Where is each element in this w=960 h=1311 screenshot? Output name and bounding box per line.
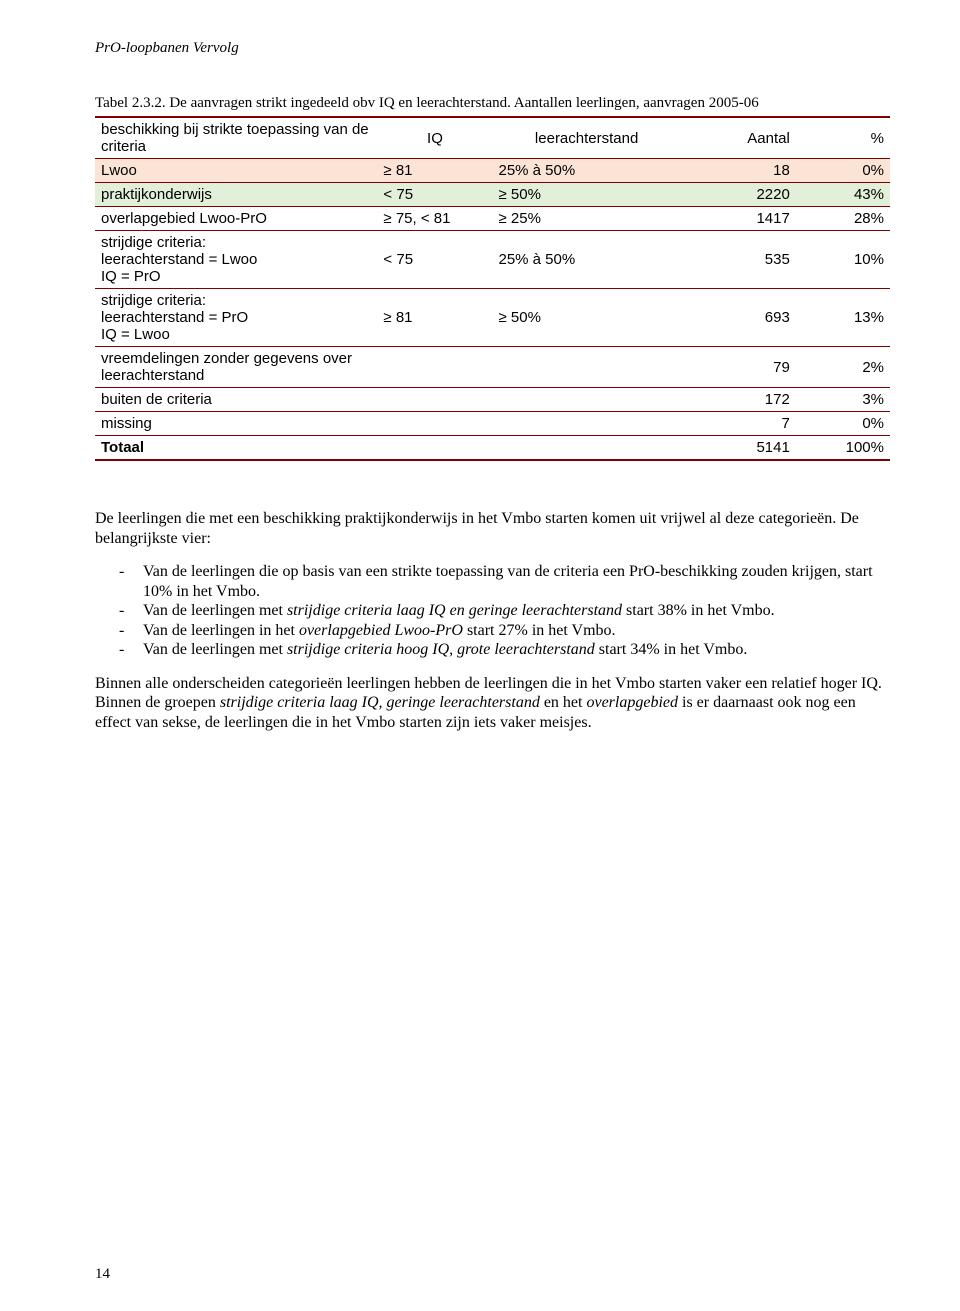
cell: 100%	[796, 436, 890, 461]
bullet-list: Van de leerlingen die op basis van een s…	[95, 562, 890, 660]
cell: 79	[681, 347, 796, 388]
text: Van de leerlingen met	[143, 641, 287, 658]
page: PrO-loopbanen Vervolg Tabel 2.3.2. De aa…	[0, 0, 960, 1311]
cell: < 75	[377, 183, 492, 207]
table-row-totaal: Totaal 5141 100%	[95, 436, 890, 461]
para-lead: De leerlingen die met een beschikking pr…	[95, 509, 890, 548]
data-table: beschikking bij strikte toepassing van d…	[95, 116, 890, 461]
list-item: Van de leerlingen in het overlapgebied L…	[143, 621, 890, 641]
list-item: Van de leerlingen die op basis van een s…	[143, 562, 890, 601]
italic: overlapgebied Lwoo-PrO	[299, 622, 463, 639]
cell: 0%	[796, 159, 890, 183]
cell	[492, 347, 680, 388]
cell: 25% à 50%	[492, 231, 680, 289]
text: start 38% in het Vmbo.	[622, 602, 775, 619]
running-head: PrO-loopbanen Vervolg	[95, 40, 890, 57]
cell: 7	[681, 412, 796, 436]
italic: strijdige criteria laag IQ en geringe le…	[287, 602, 622, 619]
cell: ≥ 25%	[492, 207, 680, 231]
th-leerachterstand: leerachterstand	[492, 117, 680, 159]
cell: praktijkonderwijs	[95, 183, 377, 207]
cell: strijdige criteria: leerachterstand = Lw…	[95, 231, 377, 289]
cell: 2220	[681, 183, 796, 207]
cell: strijdige criteria: leerachterstand = Pr…	[95, 289, 377, 347]
cell: ≥ 75, < 81	[377, 207, 492, 231]
cell: 535	[681, 231, 796, 289]
cell: 172	[681, 388, 796, 412]
italic: overlapgebied	[586, 694, 678, 711]
cell: ≥ 81	[377, 289, 492, 347]
text: start 27% in het Vmbo.	[463, 622, 616, 639]
cell: 13%	[796, 289, 890, 347]
th-aantal: Aantal	[681, 117, 796, 159]
cell: 10%	[796, 231, 890, 289]
page-number: 14	[95, 1266, 110, 1283]
text: en het	[540, 694, 587, 711]
cell: 28%	[796, 207, 890, 231]
cell: vreemdelingen zonder gegevens over leera…	[95, 347, 377, 388]
table-row: vreemdelingen zonder gegevens over leera…	[95, 347, 890, 388]
list-item: Van de leerlingen met strijdige criteria…	[143, 601, 890, 621]
cell: ≥ 81	[377, 159, 492, 183]
text: Van de leerlingen met	[143, 602, 287, 619]
table-row: overlapgebied Lwoo-PrO ≥ 75, < 81 ≥ 25% …	[95, 207, 890, 231]
table-row: Lwoo ≥ 81 25% à 50% 18 0%	[95, 159, 890, 183]
th-iq: IQ	[377, 117, 492, 159]
cell: 18	[681, 159, 796, 183]
cell: overlapgebied Lwoo-PrO	[95, 207, 377, 231]
cell: missing	[95, 412, 377, 436]
table-row-missing: missing 7 0%	[95, 412, 890, 436]
cell: Totaal	[95, 436, 377, 461]
cell: 25% à 50%	[492, 159, 680, 183]
cell: 5141	[681, 436, 796, 461]
cell: 2%	[796, 347, 890, 388]
body-text: De leerlingen die met een beschikking pr…	[95, 509, 890, 732]
text: start 34% in het Vmbo.	[595, 641, 748, 658]
table-row: strijdige criteria: leerachterstand = Pr…	[95, 289, 890, 347]
cell: ≥ 50%	[492, 289, 680, 347]
text: Van de leerlingen in het	[143, 622, 299, 639]
cell	[377, 347, 492, 388]
cell: ≥ 50%	[492, 183, 680, 207]
cell: < 75	[377, 231, 492, 289]
para-2: Binnen alle onderscheiden categorieën le…	[95, 674, 890, 733]
cell: 1417	[681, 207, 796, 231]
cell: 0%	[796, 412, 890, 436]
cell: 43%	[796, 183, 890, 207]
cell: Lwoo	[95, 159, 377, 183]
cell: 3%	[796, 388, 890, 412]
th-criteria: beschikking bij strikte toepassing van d…	[95, 117, 377, 159]
table-caption: Tabel 2.3.2. De aanvragen strikt ingedee…	[95, 95, 890, 112]
table-row: strijdige criteria: leerachterstand = Lw…	[95, 231, 890, 289]
list-item: Van de leerlingen met strijdige criteria…	[143, 640, 890, 660]
italic: strijdige criteria hoog IQ, grote leerac…	[287, 641, 595, 658]
cell: 693	[681, 289, 796, 347]
table-header-row: beschikking bij strikte toepassing van d…	[95, 117, 890, 159]
italic: strijdige criteria laag IQ, geringe leer…	[220, 694, 540, 711]
th-pct: %	[796, 117, 890, 159]
table-row-buiten: buiten de criteria 172 3%	[95, 388, 890, 412]
cell: buiten de criteria	[95, 388, 377, 412]
table-row: praktijkonderwijs < 75 ≥ 50% 2220 43%	[95, 183, 890, 207]
